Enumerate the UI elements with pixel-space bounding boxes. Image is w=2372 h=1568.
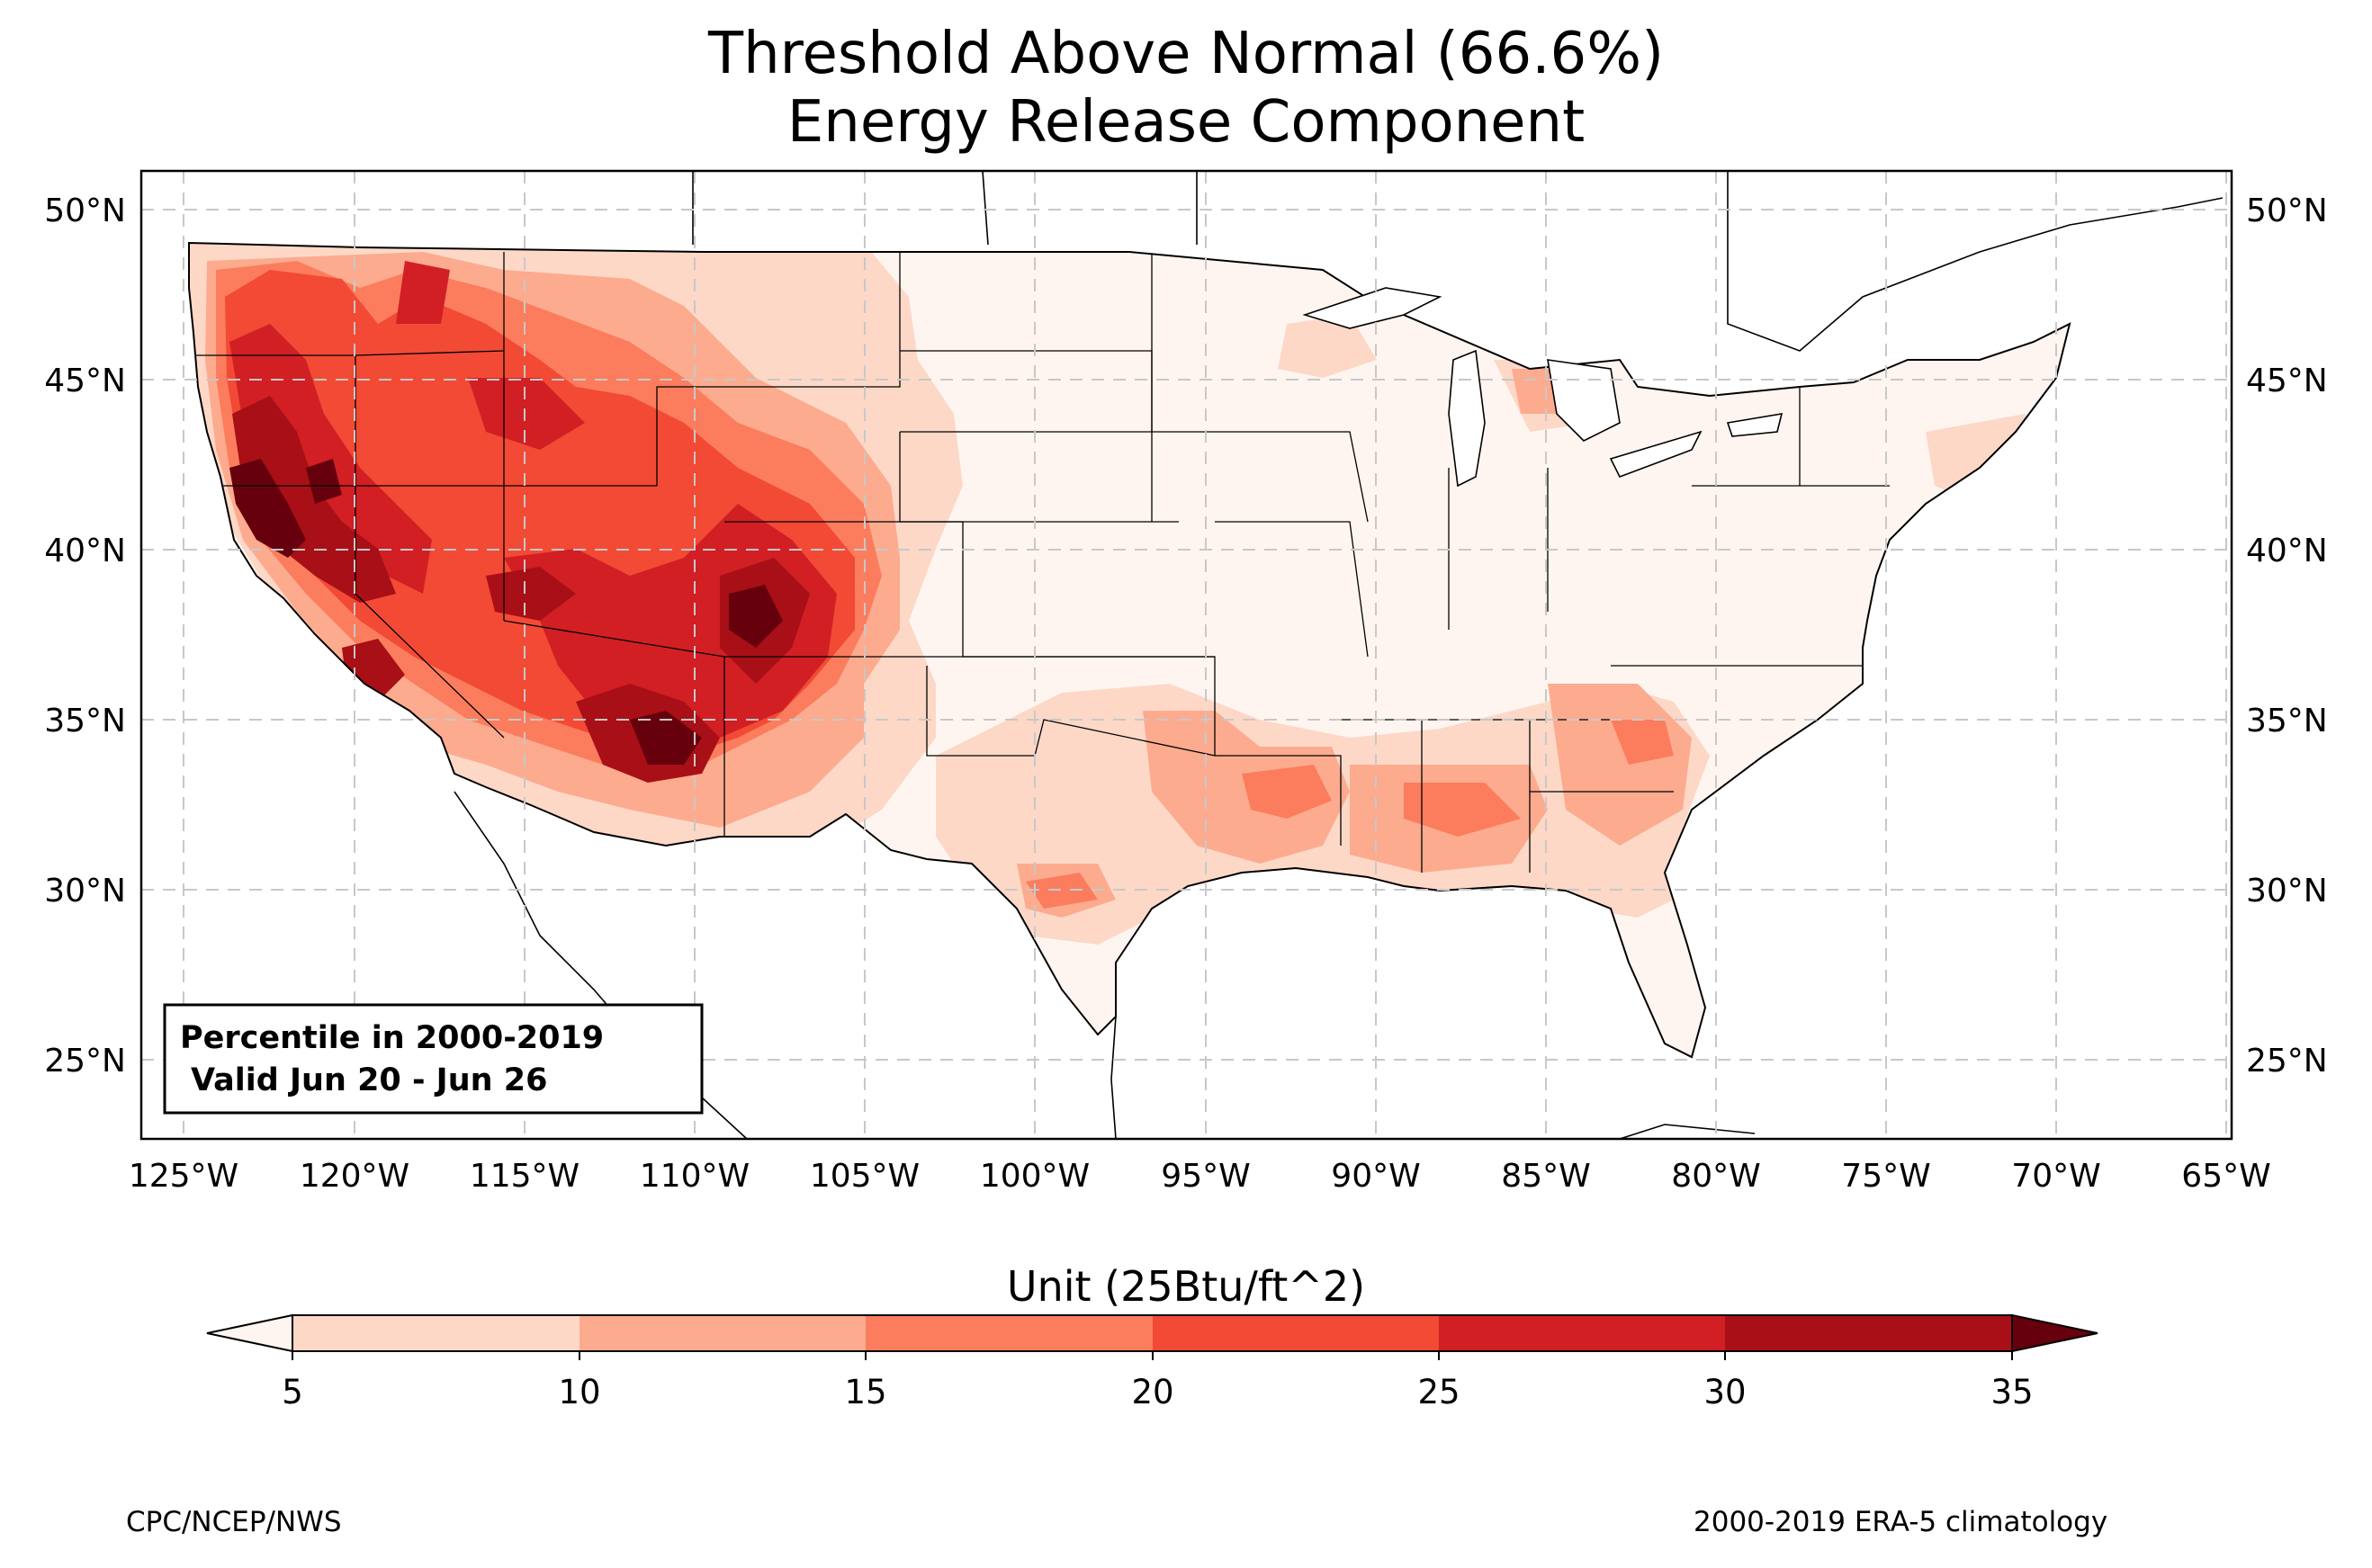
- colorbar-segment-25-30: [1439, 1315, 1725, 1351]
- info-box-line1: Percentile in 2000-2019: [180, 1020, 604, 1056]
- map-title-line1: Threshold Above Normal (66.6%): [707, 21, 1665, 87]
- ar-la-border: [1215, 755, 1342, 846]
- colorbar-tick-label: 20: [1131, 1373, 1173, 1411]
- colorbar-tick-label: 25: [1417, 1373, 1460, 1411]
- colorbar-segment-30-35: [1725, 1315, 2012, 1351]
- colorbar-tick-label: 15: [844, 1373, 886, 1411]
- iowa-border: [1152, 431, 1369, 523]
- lat-label-left: 25°N: [44, 1043, 126, 1080]
- lon-label: 65°W: [2181, 1158, 2270, 1195]
- lon-label: 110°W: [640, 1158, 750, 1195]
- colorbar: 5 10 15 20 25 30 35: [206, 1313, 2098, 1411]
- colorbar-tick-label: 30: [1703, 1373, 1746, 1411]
- map-frame: [139, 169, 2233, 1141]
- lon-label: 95°W: [1161, 1158, 1250, 1195]
- lat-label-right: 45°N: [2246, 363, 2328, 399]
- lon-label: 105°W: [810, 1158, 920, 1195]
- lat-label-left: 30°N: [44, 873, 126, 909]
- longitude-labels: 125°W 120°W 115°W 110°W 105°W 100°W 95°W…: [129, 1158, 2271, 1195]
- colorbar-over-arrow: [2011, 1313, 2098, 1353]
- lon-label: 75°W: [1841, 1158, 1930, 1195]
- colorbar-ticks: [292, 1351, 2013, 1360]
- us-coastline: [188, 241, 2071, 1059]
- ne-border: [899, 432, 1179, 523]
- lat-label-right: 25°N: [2246, 1043, 2328, 1080]
- colorbar-under-arrow: [206, 1313, 293, 1353]
- info-box-frame: [163, 1003, 704, 1115]
- info-box-line2: Valid Jun 20 - Jun 26: [191, 1062, 547, 1098]
- info-box: Percentile in 2000-2019 Valid Jun 20 - J…: [163, 1003, 704, 1115]
- latitude-labels: 50°N 45°N 40°N 35°N 30°N 25°N 50°N 45°N …: [44, 193, 2328, 1080]
- colorbar-segment-10-15: [580, 1315, 866, 1351]
- lat-label-right: 40°N: [2246, 533, 2328, 569]
- map-title-line2: Energy Release Component: [786, 89, 1586, 156]
- lon-label: 125°W: [129, 1158, 238, 1195]
- colorbar-label: Unit (25Btu/ft^2): [1006, 1262, 1366, 1311]
- colorbar-tick-label: 10: [558, 1373, 600, 1411]
- lake-ontario: [1726, 413, 1783, 437]
- mo-border: [1215, 521, 1369, 658]
- colorbar-tick-label: 35: [1990, 1373, 2033, 1411]
- mexico-gulf-coast: [1110, 1016, 1117, 1139]
- canada-border-2: [982, 171, 989, 246]
- lat-label-right: 30°N: [2246, 873, 2328, 909]
- lon-label: 80°W: [1671, 1158, 1760, 1195]
- lat-label-right: 35°N: [2246, 703, 2328, 739]
- colorbar-tick-labels: 5 10 15 20 25 30 35: [282, 1373, 2033, 1411]
- id-border: [355, 350, 505, 356]
- lake-michigan: [1448, 349, 1486, 488]
- ks-ok-border: [963, 656, 1216, 756]
- lat-label-left: 35°N: [44, 703, 126, 739]
- state-borders: [193, 252, 1890, 873]
- footer-climatology: 2000-2019 ERA-5 climatology: [1694, 1506, 2108, 1538]
- lat-label-left: 45°N: [44, 363, 126, 399]
- colorbar-segment-20-25: [1153, 1315, 1439, 1351]
- lon-label: 70°W: [2011, 1158, 2100, 1195]
- lon-label: 120°W: [300, 1158, 409, 1195]
- great-lakes: [1302, 287, 1783, 488]
- colorbar-segment-15-20: [866, 1315, 1153, 1351]
- lon-label: 100°W: [980, 1158, 1090, 1195]
- lon-label: 90°W: [1331, 1158, 1420, 1195]
- lake-huron: [1547, 359, 1621, 442]
- lat-label-left: 50°N: [44, 193, 126, 229]
- lon-label: 85°W: [1501, 1158, 1590, 1195]
- lat-label-left: 40°N: [44, 533, 126, 569]
- lon-label: 115°W: [470, 1158, 580, 1195]
- az-ut-border: [503, 620, 725, 658]
- lake-erie: [1609, 430, 1703, 479]
- cuba-coast: [1619, 1124, 1756, 1139]
- footer-source: CPC/NCEP/NWS: [126, 1506, 342, 1538]
- colorbar-tick-label: 5: [282, 1373, 303, 1411]
- wy-border: [656, 252, 901, 486]
- lake-superior: [1302, 287, 1442, 329]
- colorbar-segment-5-10: [292, 1315, 580, 1351]
- lat-label-right: 50°N: [2246, 193, 2328, 229]
- level-7-fill: [229, 459, 783, 765]
